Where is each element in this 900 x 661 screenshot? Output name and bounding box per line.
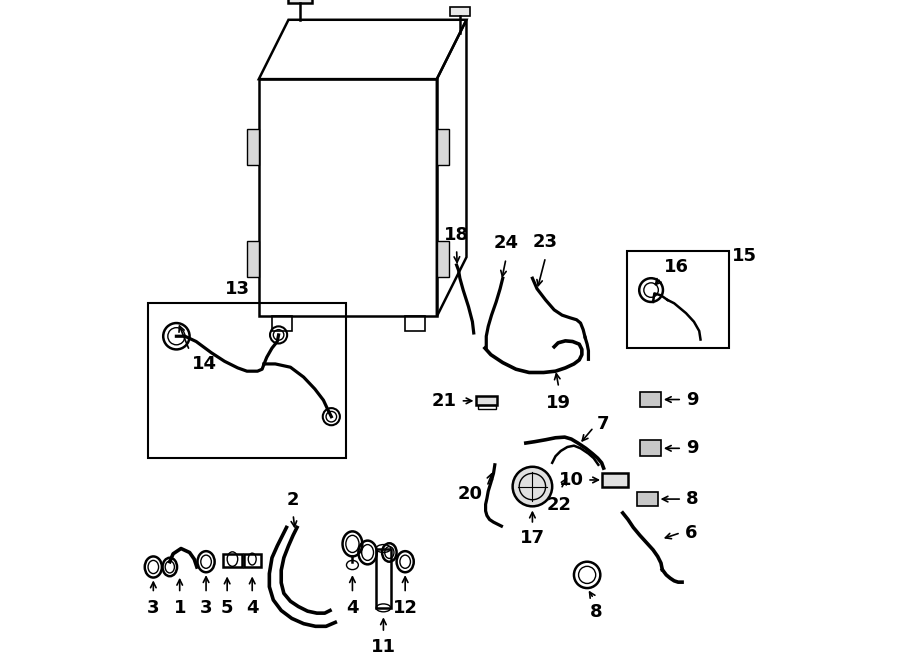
Bar	[376, 549, 391, 608]
Text: 9: 9	[686, 440, 698, 457]
Bar	[148, 303, 346, 458]
Text: 3: 3	[147, 599, 159, 617]
Text: 8: 8	[590, 603, 603, 621]
Text: 20: 20	[458, 485, 483, 504]
Bar	[405, 317, 425, 331]
Text: 23: 23	[533, 233, 558, 251]
Text: 22: 22	[546, 496, 572, 514]
Bar	[436, 128, 449, 165]
Text: 10: 10	[559, 471, 584, 489]
Bar	[476, 396, 498, 405]
Text: 9: 9	[686, 391, 698, 408]
Bar	[247, 241, 259, 277]
Text: 13: 13	[225, 280, 249, 298]
Text: 24: 24	[493, 234, 518, 252]
Text: 17: 17	[520, 529, 544, 547]
Bar	[288, 0, 312, 3]
Bar	[636, 492, 658, 506]
Bar	[640, 440, 661, 456]
Text: 5: 5	[220, 599, 233, 617]
Text: 4: 4	[246, 599, 258, 617]
Bar	[450, 7, 470, 17]
Text: 15: 15	[733, 247, 757, 265]
Text: 6: 6	[685, 524, 698, 542]
Text: 4: 4	[346, 599, 359, 617]
Bar	[436, 241, 449, 277]
Text: 3: 3	[200, 599, 212, 617]
Bar	[247, 128, 259, 165]
Text: 2: 2	[287, 491, 300, 509]
Bar	[626, 251, 729, 348]
Bar	[601, 473, 628, 486]
Text: 12: 12	[392, 599, 418, 617]
Text: 11: 11	[371, 638, 396, 656]
Text: 1: 1	[174, 599, 186, 617]
Text: 14: 14	[192, 355, 217, 373]
Text: 7: 7	[597, 415, 609, 433]
Text: 19: 19	[546, 394, 572, 412]
Text: 18: 18	[444, 226, 469, 244]
Bar	[478, 405, 496, 408]
Bar	[244, 554, 261, 567]
Text: 16: 16	[664, 258, 689, 276]
Circle shape	[513, 467, 553, 506]
Bar	[640, 391, 661, 407]
Bar	[222, 554, 242, 567]
Text: 21: 21	[432, 392, 456, 410]
Bar	[272, 317, 292, 331]
Text: 8: 8	[686, 490, 698, 508]
